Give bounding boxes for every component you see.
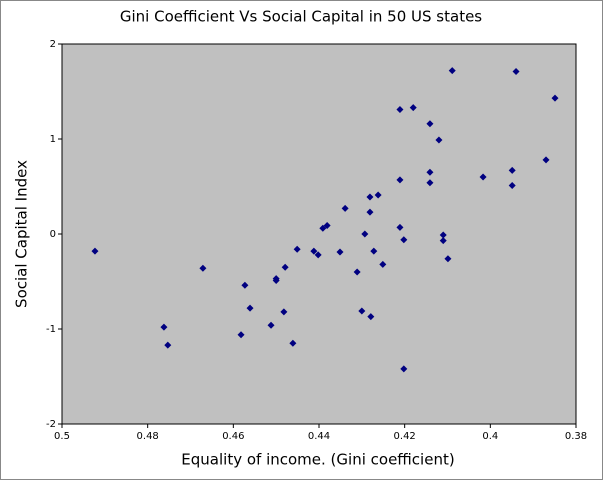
point bbox=[370, 247, 378, 255]
point bbox=[542, 156, 550, 164]
point bbox=[426, 168, 434, 176]
point bbox=[281, 263, 289, 271]
point bbox=[319, 224, 327, 232]
x-axis-label: Equality of income. (Gini coefficient) bbox=[181, 451, 454, 469]
point bbox=[400, 365, 408, 373]
point bbox=[439, 237, 447, 245]
point bbox=[512, 68, 520, 76]
point bbox=[164, 341, 172, 349]
point bbox=[336, 248, 344, 256]
point bbox=[280, 308, 288, 316]
point bbox=[293, 245, 301, 253]
point bbox=[353, 268, 361, 276]
point bbox=[479, 173, 487, 181]
y-tick-label: 2 bbox=[50, 39, 56, 50]
x-tick-label: 0.48 bbox=[137, 431, 159, 442]
point bbox=[435, 136, 443, 144]
plot-area bbox=[61, 43, 577, 425]
point bbox=[409, 104, 417, 112]
point bbox=[199, 264, 207, 272]
point bbox=[160, 323, 168, 331]
point bbox=[426, 179, 434, 187]
point bbox=[508, 182, 516, 190]
point bbox=[289, 339, 297, 347]
point bbox=[91, 247, 99, 255]
y-axis-label: Social Capital Index bbox=[13, 160, 31, 308]
y-tick-label: 0 bbox=[50, 229, 56, 240]
point bbox=[237, 331, 245, 339]
x-tick-label: 0.5 bbox=[54, 431, 70, 442]
point bbox=[396, 106, 404, 114]
point bbox=[366, 208, 374, 216]
y-tick-label: 1 bbox=[50, 134, 56, 145]
point bbox=[508, 166, 516, 174]
point bbox=[396, 223, 404, 231]
point bbox=[314, 251, 322, 259]
point bbox=[367, 313, 375, 321]
point bbox=[448, 67, 456, 75]
x-tick-label: 0.38 bbox=[565, 431, 587, 442]
point bbox=[241, 281, 249, 289]
point bbox=[267, 321, 275, 329]
point bbox=[379, 260, 387, 268]
point bbox=[439, 231, 447, 239]
chart-title: Gini Coefficient Vs Social Capital in 50… bbox=[120, 8, 482, 26]
point bbox=[341, 204, 349, 212]
x-tick-label: 0.4 bbox=[482, 431, 498, 442]
point bbox=[444, 255, 452, 263]
x-tick-label: 0.46 bbox=[222, 431, 244, 442]
point bbox=[426, 120, 434, 128]
point bbox=[272, 277, 280, 285]
x-tick-label: 0.44 bbox=[308, 431, 330, 442]
point bbox=[396, 176, 404, 184]
point bbox=[310, 247, 318, 255]
y-tick-label: -2 bbox=[46, 419, 56, 430]
x-tick-label: 0.42 bbox=[394, 431, 416, 442]
point bbox=[366, 193, 374, 201]
y-tick-label: -1 bbox=[46, 324, 56, 335]
point bbox=[358, 307, 366, 315]
point bbox=[246, 304, 254, 312]
point bbox=[551, 94, 559, 102]
point bbox=[361, 230, 369, 238]
point bbox=[323, 221, 331, 229]
point bbox=[374, 191, 382, 199]
point bbox=[400, 236, 408, 244]
